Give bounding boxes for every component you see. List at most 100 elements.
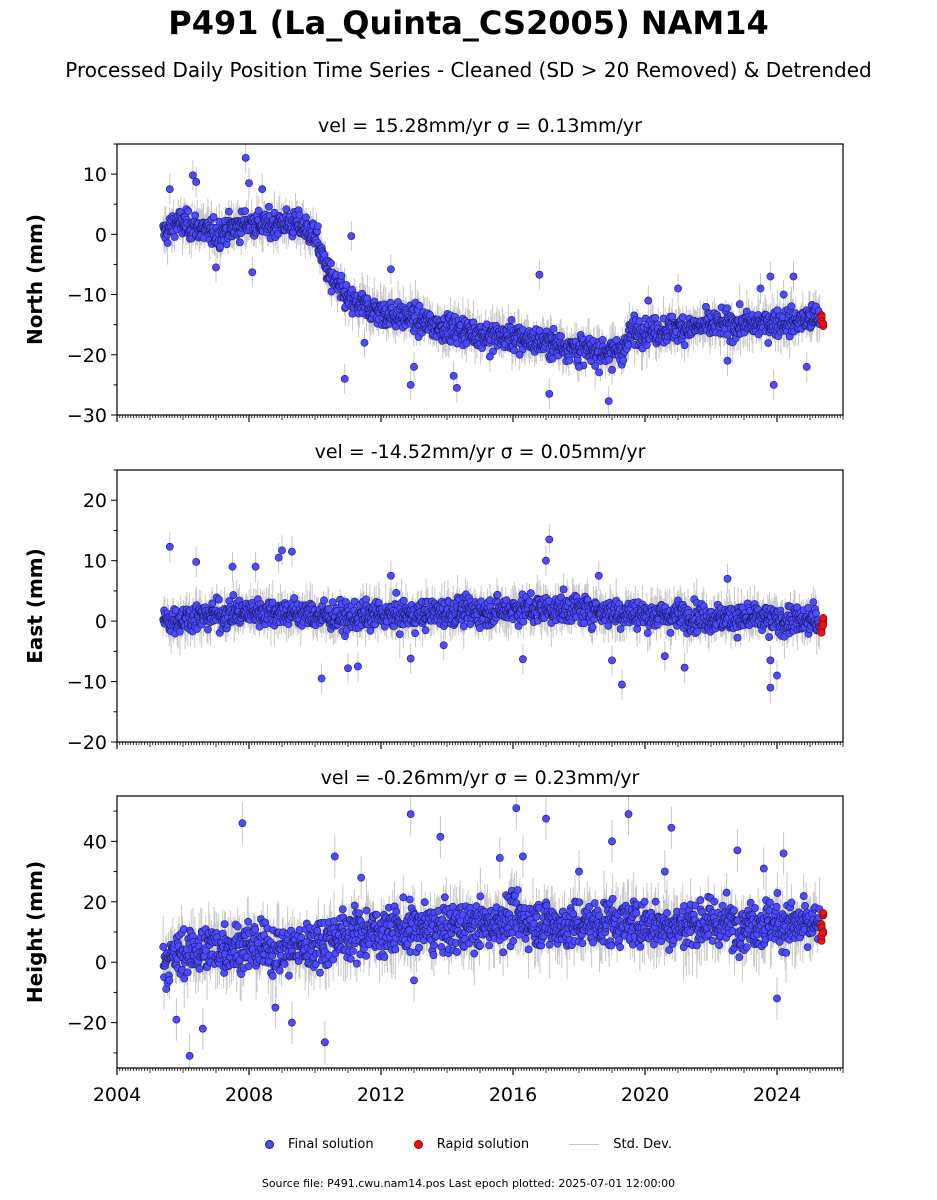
final-point xyxy=(258,185,267,194)
final-point xyxy=(340,374,349,383)
final-point xyxy=(353,662,362,671)
final-point xyxy=(274,553,283,562)
final-point xyxy=(347,232,356,241)
final-point xyxy=(723,304,731,313)
final-point xyxy=(812,609,820,618)
final-point xyxy=(192,557,201,566)
final-point xyxy=(651,313,660,322)
final-point xyxy=(462,339,471,348)
final-point xyxy=(241,207,250,215)
final-point xyxy=(392,588,401,597)
final-point xyxy=(674,284,682,293)
final-point xyxy=(278,546,286,555)
rapid-solution-points xyxy=(817,311,828,330)
final-point xyxy=(804,604,812,612)
final-point xyxy=(324,604,333,613)
y-axis-label: North (mm) xyxy=(23,214,47,345)
final-point xyxy=(618,680,626,689)
final-point xyxy=(510,346,519,355)
final-point xyxy=(507,316,516,324)
final-point xyxy=(449,371,458,380)
y-tick-label: 10 xyxy=(83,164,107,186)
final-point xyxy=(519,617,528,626)
final-point xyxy=(485,352,494,361)
final-point xyxy=(802,362,811,371)
final-point xyxy=(619,356,628,365)
final-point xyxy=(526,589,535,598)
time-series-chart: −30 −20 −10 0 10 vel = 15.28mm/yr σ = 0.13mm/… xyxy=(23,115,844,1106)
final-point xyxy=(549,324,558,333)
final-point xyxy=(809,598,818,607)
final-point xyxy=(766,656,775,665)
final-point xyxy=(678,313,687,322)
final-point xyxy=(644,296,653,305)
final-point xyxy=(245,179,253,188)
final-solution-points xyxy=(159,535,824,692)
final-point xyxy=(591,361,600,370)
final-point xyxy=(608,656,616,665)
final-point xyxy=(439,641,448,650)
plot-frame xyxy=(116,143,844,416)
final-point xyxy=(565,356,574,365)
final-point xyxy=(723,574,732,583)
panel-title: vel = 15.28mm/yr σ = 0.13mm/yr xyxy=(318,115,642,137)
y-tick-label: 0 xyxy=(95,224,107,246)
y-tick-label: −10 xyxy=(67,285,107,307)
final-point xyxy=(765,633,773,641)
final-point xyxy=(766,272,775,281)
final-point xyxy=(666,629,675,637)
final-point xyxy=(604,397,613,406)
final-point xyxy=(502,596,511,605)
final-point xyxy=(789,272,798,281)
final-point xyxy=(559,585,568,594)
final-point xyxy=(616,625,625,633)
final-point xyxy=(248,268,257,277)
final-point xyxy=(216,242,225,251)
final-point xyxy=(421,626,430,635)
std-dev-bars xyxy=(162,144,820,415)
panel-north: −30 −20 −10 0 10 vel = 15.28mm/yr σ = 0.13mm/… xyxy=(23,115,844,427)
chart-subtitle: Processed Daily Position Time Series - C… xyxy=(65,58,872,82)
final-point xyxy=(327,287,336,296)
final-point xyxy=(542,556,550,565)
y-tick-label: −10 xyxy=(67,672,107,694)
final-point xyxy=(290,594,299,602)
final-point xyxy=(229,591,238,599)
final-point xyxy=(545,535,554,544)
final-point xyxy=(386,265,395,274)
final-point xyxy=(545,390,554,398)
y-tick-label: 20 xyxy=(83,490,107,512)
final-point xyxy=(203,625,212,634)
final-point xyxy=(515,350,524,359)
final-point xyxy=(254,206,263,215)
final-point xyxy=(360,338,369,347)
final-point xyxy=(313,222,322,231)
final-point xyxy=(580,619,589,628)
final-point xyxy=(680,341,689,350)
final-point xyxy=(476,624,484,633)
final-solution-points xyxy=(159,153,824,406)
final-point xyxy=(723,330,732,339)
final-point xyxy=(406,380,415,389)
final-point xyxy=(411,629,420,638)
final-point xyxy=(264,202,273,211)
final-point xyxy=(787,302,796,311)
final-point xyxy=(756,284,765,293)
final-point xyxy=(193,625,201,633)
final-point xyxy=(668,312,677,321)
rapid-point xyxy=(817,628,826,637)
y-tick-label: 10 xyxy=(83,551,107,573)
final-point xyxy=(344,664,352,673)
final-point xyxy=(366,626,375,635)
final-point xyxy=(406,654,415,663)
final-point xyxy=(225,207,233,216)
rapid-point xyxy=(819,319,828,328)
final-point xyxy=(191,211,200,220)
final-point xyxy=(188,171,197,180)
final-point xyxy=(735,300,744,309)
final-point xyxy=(251,562,260,571)
final-point xyxy=(557,332,565,341)
final-point xyxy=(295,211,304,220)
final-point xyxy=(170,233,179,241)
